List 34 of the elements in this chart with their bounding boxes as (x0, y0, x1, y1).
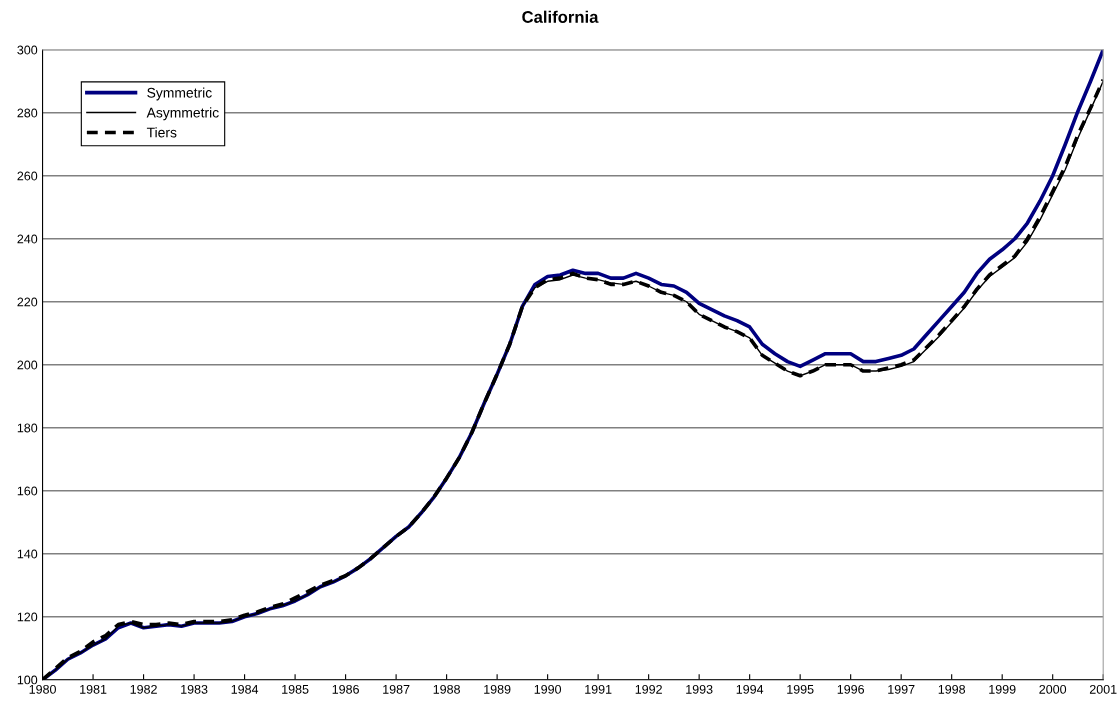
x-tick-label: 1991 (585, 684, 612, 694)
x-tick-label: 1990 (534, 684, 562, 694)
x-tick-label: 1980 (29, 684, 56, 694)
y-tick-label: 300 (17, 45, 38, 55)
x-tick-label: 1988 (433, 684, 460, 694)
x-tick-label: 2001 (1089, 684, 1117, 694)
x-tick-label: 1995 (787, 684, 814, 694)
chart-title: California (522, 10, 599, 23)
x-tick-label: 1985 (282, 684, 309, 694)
x-tick-label: 1987 (383, 684, 410, 694)
x-tick-label: 1992 (635, 684, 662, 694)
x-tick-label: 1984 (231, 684, 259, 694)
x-tick-label: 1996 (837, 684, 865, 694)
y-tick-label: 220 (17, 297, 38, 307)
y-tick-label: 200 (17, 360, 38, 370)
y-tick-label: 260 (17, 171, 38, 181)
x-tick-label: 1986 (332, 684, 359, 694)
y-tick-label: 180 (17, 423, 38, 433)
x-tick-label: 1999 (989, 684, 1016, 694)
x-tick-label: 1997 (888, 684, 915, 694)
x-tick-label: 1994 (736, 684, 764, 694)
x-tick-label: 1983 (181, 684, 208, 694)
y-tick-label: 140 (17, 549, 38, 559)
y-tick-label: 120 (17, 612, 38, 622)
x-tick-label: 1982 (130, 684, 157, 694)
x-tick-label: 1998 (938, 684, 966, 694)
y-tick-label: 160 (17, 486, 38, 496)
y-tick-label: 240 (17, 234, 38, 244)
y-tick-label: 100 (17, 675, 38, 685)
x-tick-label: 2000 (1039, 684, 1067, 694)
x-tick-label: 1993 (686, 684, 713, 694)
x-tick-label: 1981 (80, 684, 107, 694)
y-tick-label: 280 (17, 108, 38, 118)
x-tick-label: 1989 (484, 684, 511, 694)
